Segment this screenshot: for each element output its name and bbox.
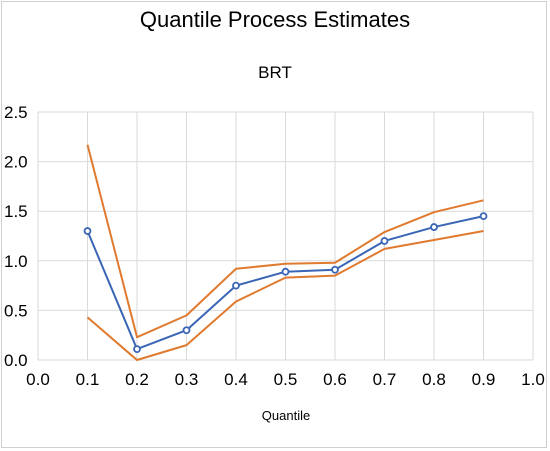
x-tick-label: 0.7: [373, 370, 397, 389]
series-line-2: [86, 230, 484, 361]
tick-labels: 0.0 0.5 1.0 1.5 2.0 2.5 0.0 0.1 0.2 0.3 0.4 0.5 0.6 0…: [4, 103, 545, 389]
x-tick-label: 0.0: [26, 370, 50, 389]
x-tick-label: 0.4: [224, 370, 248, 389]
y-tick-label: 2.5: [4, 103, 28, 122]
data-point: [232, 281, 240, 290]
chart-title: Quantile Process Estimates: [140, 7, 410, 32]
data-point: [430, 223, 438, 231]
data-point: [133, 345, 141, 353]
data-point: [182, 326, 191, 335]
y-tick-label: 2.0: [4, 153, 28, 172]
x-tick-label: 0.9: [472, 370, 496, 389]
data-point: [83, 227, 92, 235]
x-tick-label: 0.2: [125, 370, 149, 389]
y-tick-label: 1.0: [4, 252, 28, 271]
x-tick-label: 0.5: [274, 370, 298, 389]
y-tick-label: 1.5: [4, 202, 28, 221]
data-point: [281, 267, 290, 276]
x-tick-label: 0.1: [76, 370, 100, 389]
data-point: [380, 237, 389, 245]
x-tick-label: 1.0: [521, 370, 545, 389]
data-point: [479, 212, 488, 221]
series-lines: [83, 144, 488, 361]
y-tick-label: 0.0: [4, 351, 28, 370]
series-line-0: [86, 144, 484, 339]
x-tick-label: 0.3: [175, 370, 199, 389]
data-point: [331, 265, 339, 274]
x-axis-title: Quantile: [262, 408, 310, 423]
x-tick-label: 0.8: [422, 370, 446, 389]
y-tick-label: 0.5: [4, 301, 28, 320]
chart-subtitle: BRT: [258, 63, 292, 82]
x-tick-label: 0.6: [323, 370, 347, 389]
